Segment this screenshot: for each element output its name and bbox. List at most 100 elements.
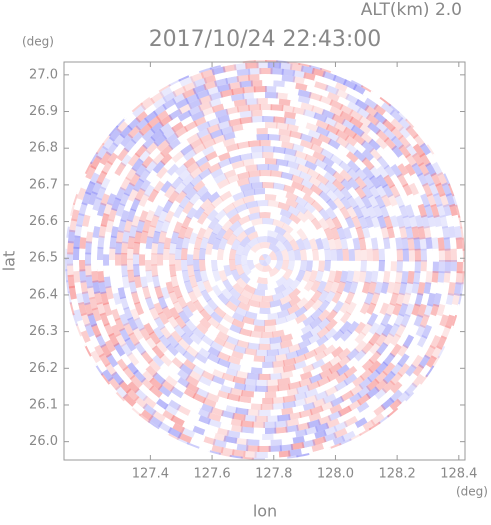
- radar-texture: [220, 287, 233, 301]
- radar-texture: [243, 384, 257, 392]
- radar-texture: [262, 110, 276, 117]
- radar-texture: [265, 158, 278, 165]
- radar-texture: [311, 298, 324, 312]
- radar-texture: [343, 422, 358, 435]
- radar-texture: [88, 333, 100, 348]
- radar-texture: [258, 373, 271, 381]
- radar-texture: [97, 258, 104, 272]
- radar-texture: [302, 237, 312, 251]
- radar-texture: [273, 284, 287, 295]
- radar-texture: [127, 235, 136, 250]
- radar-texture: [305, 116, 320, 126]
- radar-texture: [250, 116, 264, 123]
- radar-texture: [126, 296, 136, 311]
- radar-texture: [107, 296, 117, 311]
- radar-texture: [445, 214, 455, 229]
- radar-texture: [310, 227, 321, 241]
- radar-texture: [433, 214, 443, 229]
- radar-texture: [383, 215, 393, 230]
- radar-texture: [138, 149, 151, 164]
- radar-texture: [148, 146, 162, 160]
- radar-texture: [274, 249, 284, 261]
- radar-texture: [391, 145, 405, 160]
- radar-texture: [158, 361, 173, 375]
- radar-texture: [174, 126, 189, 139]
- radar-texture: [432, 260, 439, 274]
- radar-texture: [239, 146, 253, 155]
- radar-texture: [192, 143, 207, 155]
- radar-texture: [250, 293, 263, 302]
- radar-texture: [253, 188, 266, 195]
- radar-texture: [85, 165, 97, 180]
- radar-texture: [108, 332, 120, 347]
- radar-texture: [170, 421, 186, 434]
- radar-texture: [182, 81, 197, 93]
- radar-texture: [192, 179, 206, 193]
- radar-texture: [145, 168, 159, 183]
- radar-texture: [182, 200, 195, 215]
- radar-texture: [382, 352, 396, 367]
- radar-texture: [222, 202, 236, 215]
- radar-texture: [395, 333, 408, 349]
- radar-texture: [382, 270, 391, 285]
- radar-texture: [209, 444, 224, 454]
- radar-texture: [324, 248, 331, 261]
- radar-texture: [145, 258, 152, 272]
- radar-texture: [411, 281, 420, 296]
- radar-texture: [272, 360, 286, 368]
- radar-texture: [211, 222, 223, 236]
- radar-texture: [303, 201, 317, 214]
- radar-texture: [110, 181, 122, 196]
- radar-texture: [324, 327, 338, 341]
- radar-texture: [211, 66, 226, 76]
- radar-texture: [290, 442, 305, 451]
- radar-texture: [172, 285, 183, 299]
- radar-texture: [334, 379, 349, 392]
- radar-texture: [152, 275, 161, 289]
- radar-texture: [265, 60, 279, 63]
- radar-texture: [103, 229, 112, 244]
- radar-texture: [211, 375, 226, 386]
- radar-texture: [324, 290, 336, 304]
- radar-texture: [250, 182, 264, 190]
- radar-texture: [233, 135, 248, 144]
- radar-texture: [91, 269, 99, 283]
- radar-texture: [352, 270, 361, 284]
- radar-texture: [346, 348, 360, 361]
- radar-texture: [119, 351, 132, 366]
- radar-texture: [368, 332, 381, 346]
- radar-texture: [330, 226, 340, 240]
- radar-texture: [299, 139, 314, 150]
- radar-texture: [351, 291, 362, 306]
- radar-texture: [419, 142, 433, 157]
- radar-texture: [438, 248, 445, 262]
- radar-texture: [432, 192, 443, 208]
- radar-texture: [307, 129, 322, 140]
- radar-texture: [245, 200, 258, 209]
- radar-texture: [171, 150, 185, 163]
- radar-texture: [214, 71, 229, 81]
- radar-texture: [259, 254, 265, 260]
- radar-texture: [116, 147, 130, 162]
- radar-texture: [284, 117, 298, 126]
- radar-texture: [189, 166, 203, 180]
- radar-texture: [336, 248, 343, 261]
- radar-texture: [274, 456, 288, 460]
- radar-texture: [431, 161, 444, 177]
- radar-texture: [226, 174, 240, 184]
- radar-texture: [316, 88, 331, 99]
- radar-texture: [329, 99, 344, 111]
- radar-texture: [311, 260, 319, 272]
- radar-texture: [404, 303, 415, 318]
- radar-texture: [141, 369, 155, 383]
- radar-texture: [156, 165, 169, 179]
- radar-texture: [246, 372, 260, 380]
- radar-texture: [428, 182, 440, 197]
- radar-texture: [129, 307, 140, 322]
- radar-texture: [202, 397, 217, 408]
- radar-texture: [228, 111, 243, 121]
- radar-texture: [402, 334, 415, 349]
- radar-texture: [344, 291, 355, 305]
- radar-texture: [302, 193, 316, 206]
- radar-texture: [261, 331, 274, 339]
